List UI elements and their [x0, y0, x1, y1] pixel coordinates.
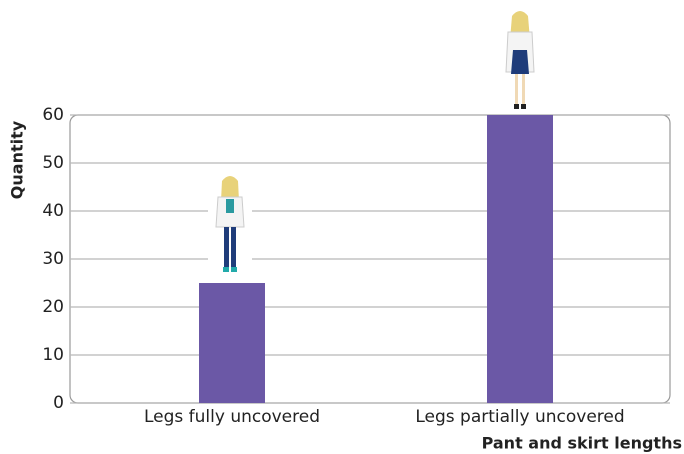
- y-tick-label: 50: [42, 153, 64, 173]
- y-tick-label: 10: [42, 345, 64, 365]
- doll-figure: [506, 11, 534, 109]
- y-tick-label: 20: [42, 297, 64, 317]
- x-tick-label: Legs fully uncovered: [144, 407, 320, 427]
- bar: [487, 115, 553, 403]
- doll-figure: [208, 173, 252, 277]
- chart: Quantity Pant and skirt lengths 0 10 20 30 4…: [0, 0, 684, 454]
- y-tick-label: 60: [42, 105, 64, 125]
- y-axis-title: Quantity: [8, 120, 27, 199]
- x-axis-title: Pant and skirt lengths: [482, 434, 682, 453]
- x-tick-label: Legs partially uncovered: [415, 407, 624, 427]
- y-tick-label: 0: [53, 393, 64, 413]
- bar: [199, 283, 265, 403]
- y-tick-label: 40: [42, 201, 64, 221]
- y-tick-label: 30: [42, 249, 64, 269]
